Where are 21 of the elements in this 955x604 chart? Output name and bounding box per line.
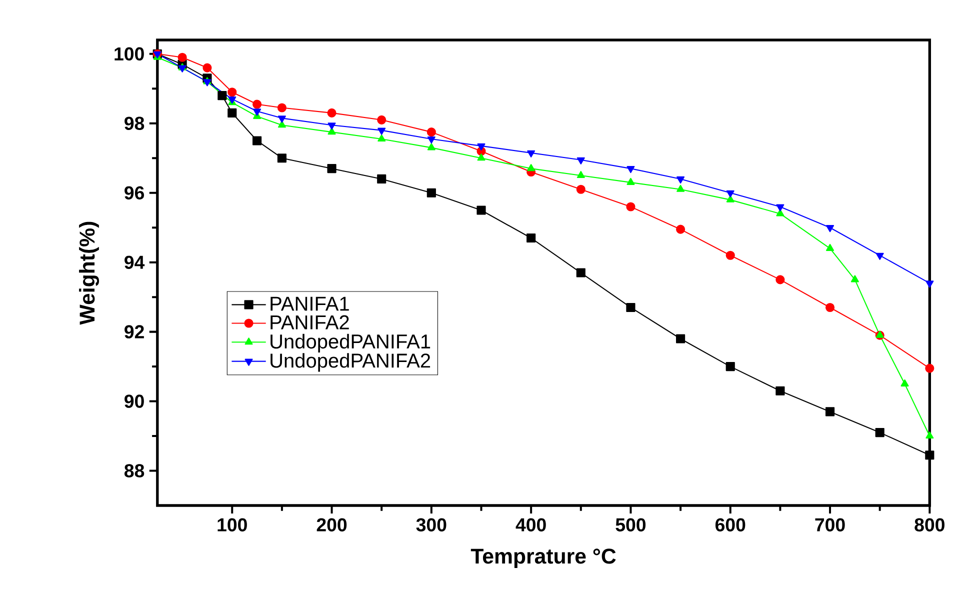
y-tick-label: 100: [114, 47, 144, 60]
x-tick-label: 500: [616, 518, 646, 532]
x-tick-label: 100: [218, 518, 247, 532]
y-tick-label: 90: [124, 394, 144, 408]
y-tick-label: 88: [124, 464, 144, 478]
legend-label: PANIFA2: [270, 315, 349, 330]
x-axis-title: Temprature °C: [470, 548, 616, 568]
y-tick-label: 94: [124, 256, 145, 269]
y-tick-label: 96: [124, 186, 144, 200]
y-tick-label: 98: [124, 116, 144, 130]
y-tick-label: 92: [124, 325, 144, 338]
y-axis-title: Weight(%): [79, 222, 100, 325]
x-tick-label: 200: [316, 518, 347, 532]
x-tick-label: 700: [815, 518, 845, 532]
x-tick-label: 800: [914, 518, 944, 532]
legend-label: PANIFA1: [270, 296, 349, 310]
x-tick-label: 400: [516, 518, 546, 532]
legend-label: UndopedPANIFA2: [270, 352, 430, 372]
x-tick-label: 600: [715, 518, 746, 532]
x-tick-label: 300: [416, 518, 446, 532]
legend-label: UndopedPANIFA1: [270, 334, 430, 352]
